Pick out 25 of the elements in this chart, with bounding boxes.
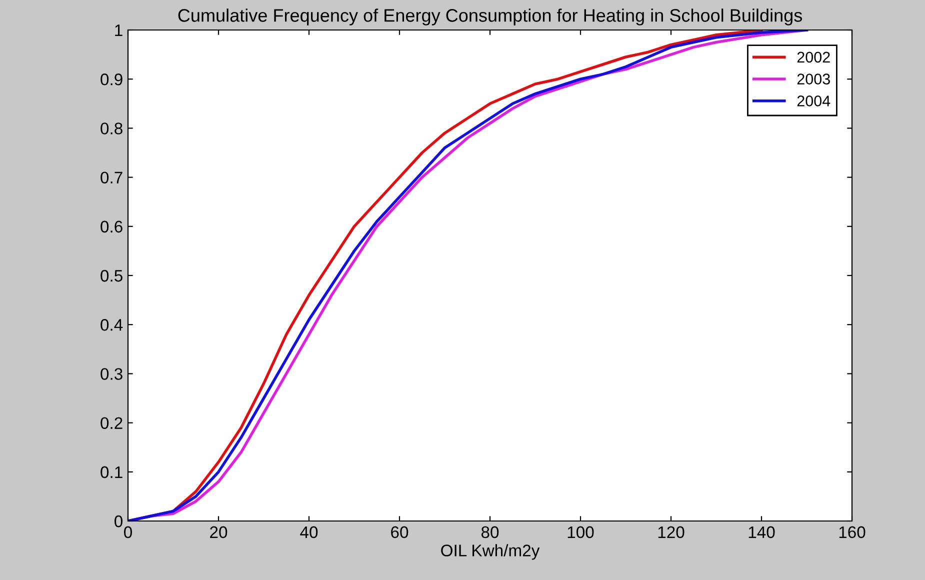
x-tick-label: 100 — [568, 526, 594, 538]
y-tick-label: 0.1 — [100, 466, 122, 478]
y-tick-label: 0.8 — [100, 122, 122, 134]
y-tick-label: 1 — [115, 24, 122, 36]
x-tick-label: 120 — [658, 526, 684, 538]
legend-label: 2003 — [797, 74, 830, 84]
x-tick-label: 140 — [748, 526, 775, 538]
x-tick-label: 20 — [210, 526, 228, 538]
y-tick-label: 0.5 — [100, 270, 122, 282]
legend-label: 2004 — [797, 96, 830, 106]
y-tick-label: 0.7 — [100, 172, 122, 184]
y-tick-label: 0.4 — [100, 319, 123, 331]
y-tick-label: 0 — [114, 515, 122, 528]
x-axis-title: OIL Kwh/m2y — [441, 544, 540, 560]
x-tick-label: 80 — [481, 526, 499, 538]
x-tick-label: 60 — [391, 526, 408, 538]
y-tick-label: 0.3 — [100, 368, 122, 380]
y-tick-label: 0.2 — [100, 417, 122, 430]
y-tick-label: 0.6 — [100, 220, 122, 233]
y-tick-label: 0.9 — [100, 74, 122, 86]
x-tick-label: 40 — [300, 526, 318, 538]
chart-title: Cumulative Frequency of Energy Consumption for Heating in School Buildings — [178, 8, 802, 26]
x-tick-label: 160 — [839, 526, 866, 538]
x-tick-label: 0 — [124, 526, 132, 538]
legend-label: 2002 — [797, 52, 830, 63]
